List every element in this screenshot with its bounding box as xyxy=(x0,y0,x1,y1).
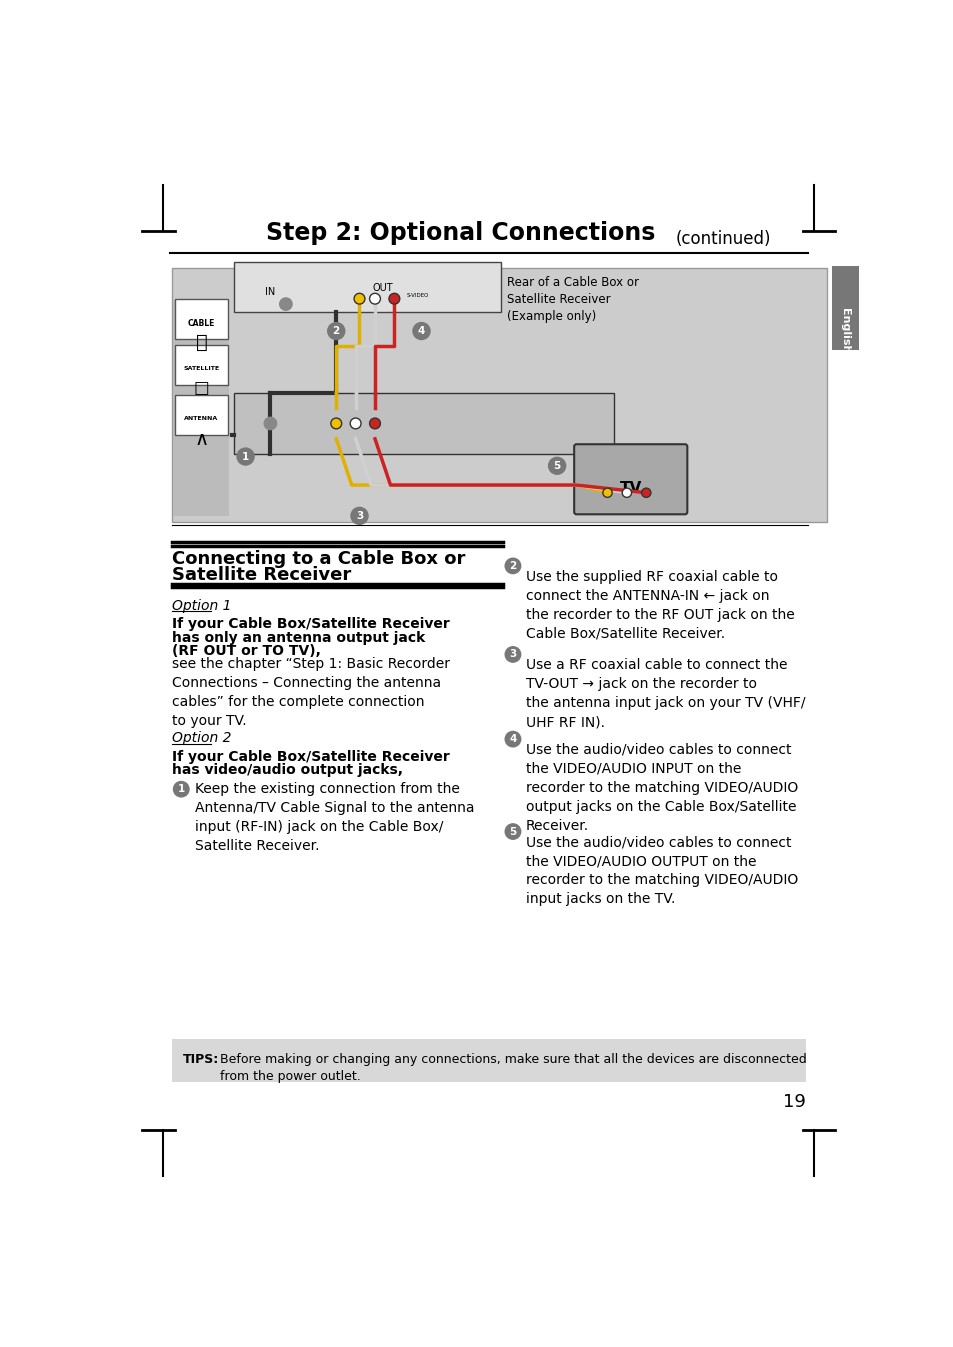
Circle shape xyxy=(369,294,380,304)
Text: Step 2: Optional Connections: Step 2: Optional Connections xyxy=(265,221,655,245)
Circle shape xyxy=(173,781,189,797)
Text: Use a RF coaxial cable to connect the
TV-OUT → jack on the recorder to
the anten: Use a RF coaxial cable to connect the TV… xyxy=(525,659,804,729)
Text: Option 2: Option 2 xyxy=(172,731,232,745)
Text: 3: 3 xyxy=(355,511,363,521)
Circle shape xyxy=(331,418,341,428)
Text: If your Cable Box/Satellite Receiver: If your Cable Box/Satellite Receiver xyxy=(172,617,449,632)
Text: 4: 4 xyxy=(509,734,517,744)
Text: Rear of a Cable Box or
Satellite Receiver
(Example only): Rear of a Cable Box or Satellite Receive… xyxy=(506,276,639,322)
Circle shape xyxy=(328,322,344,339)
Circle shape xyxy=(389,294,399,304)
Text: 3: 3 xyxy=(509,649,516,660)
Circle shape xyxy=(351,508,368,524)
Bar xyxy=(831,265,858,350)
Circle shape xyxy=(264,418,276,430)
Circle shape xyxy=(350,418,360,428)
Text: English: English xyxy=(840,308,849,353)
Bar xyxy=(173,300,229,516)
Bar xyxy=(233,392,613,454)
Bar xyxy=(174,299,228,338)
Text: S-VIDEO: S-VIDEO xyxy=(406,292,428,298)
Text: ∧: ∧ xyxy=(194,430,209,449)
Text: 4: 4 xyxy=(417,326,425,335)
Text: see the chapter “Step 1: Basic Recorder
Connections – Connecting the antenna
cab: see the chapter “Step 1: Basic Recorder … xyxy=(172,657,450,727)
Circle shape xyxy=(505,731,520,746)
Text: Use the supplied RF coaxial cable to
connect the ANTENNA-IN ← jack on
the record: Use the supplied RF coaxial cable to con… xyxy=(525,570,794,641)
Text: Before making or changing any connections, make sure that all the devices are di: Before making or changing any connection… xyxy=(220,1053,806,1083)
Text: TV: TV xyxy=(619,481,641,496)
Circle shape xyxy=(505,558,520,574)
Text: Connecting to a Cable Box or: Connecting to a Cable Box or xyxy=(172,551,465,568)
Circle shape xyxy=(279,298,292,310)
Text: 5: 5 xyxy=(553,461,560,471)
Circle shape xyxy=(548,458,565,474)
Bar xyxy=(172,1040,805,1082)
Circle shape xyxy=(641,488,650,497)
Text: TIPS:: TIPS: xyxy=(183,1053,219,1067)
Text: Use the audio/video cables to connect
the VIDEO/AUDIO OUTPUT on the
recorder to : Use the audio/video cables to connect th… xyxy=(525,835,798,907)
Circle shape xyxy=(505,824,520,839)
Circle shape xyxy=(369,418,380,428)
Bar xyxy=(174,345,228,385)
Circle shape xyxy=(236,449,253,465)
Text: Use the audio/video cables to connect
the VIDEO/AUDIO INPUT on the
recorder to t: Use the audio/video cables to connect th… xyxy=(525,744,798,832)
Text: 5: 5 xyxy=(509,827,516,836)
FancyBboxPatch shape xyxy=(574,445,686,515)
Text: Keep the existing connection from the
Antenna/TV Cable Signal to the antenna
inp: Keep the existing connection from the An… xyxy=(195,783,475,853)
Text: ANTENNA: ANTENNA xyxy=(184,416,218,420)
Circle shape xyxy=(505,647,520,663)
Text: Satellite Receiver: Satellite Receiver xyxy=(172,566,351,583)
Text: 1: 1 xyxy=(177,784,185,795)
Text: OUT: OUT xyxy=(372,283,393,294)
Text: 1: 1 xyxy=(242,451,249,462)
Text: has video/audio output jacks,: has video/audio output jacks, xyxy=(172,762,402,777)
Text: If your Cable Box/Satellite Receiver: If your Cable Box/Satellite Receiver xyxy=(172,750,449,764)
Text: Option 1: Option 1 xyxy=(172,599,232,613)
Text: 2: 2 xyxy=(333,326,339,335)
Circle shape xyxy=(621,488,631,497)
Text: CABLE: CABLE xyxy=(188,319,214,329)
Bar xyxy=(233,261,500,311)
Bar xyxy=(172,268,826,523)
Bar xyxy=(174,395,228,435)
Circle shape xyxy=(602,488,612,497)
Text: has only an antenna output jack: has only an antenna output jack xyxy=(172,630,425,645)
Text: 2: 2 xyxy=(509,560,516,571)
Text: ⎗: ⎗ xyxy=(195,333,207,352)
Text: 19: 19 xyxy=(782,1094,805,1111)
Circle shape xyxy=(413,322,430,339)
Text: IN: IN xyxy=(265,287,275,298)
Circle shape xyxy=(354,294,365,304)
Text: □: □ xyxy=(193,379,209,397)
Text: (RF OUT or TO TV),: (RF OUT or TO TV), xyxy=(172,644,320,657)
Text: SATELLITE: SATELLITE xyxy=(183,365,219,370)
Text: (continued): (continued) xyxy=(675,230,770,248)
